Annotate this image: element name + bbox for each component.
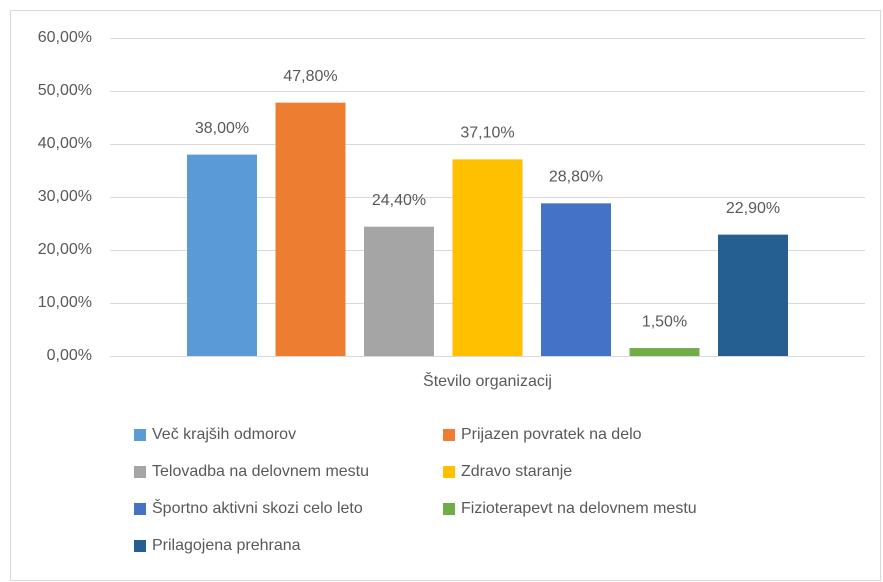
legend-label: Športno aktivni skozi celo leto [152, 498, 363, 517]
x-tick-label: Število organizacij [423, 371, 552, 390]
legend-swatch [443, 429, 455, 441]
legend-label: Prilagojena prehrana [152, 537, 301, 554]
legend-swatch [134, 429, 146, 441]
legend-swatch [443, 503, 455, 515]
legend-label: Več krajših odmorov [152, 426, 296, 443]
legend-swatch [134, 540, 146, 552]
data-label: 28,80% [549, 169, 603, 186]
data-label: 37,10% [460, 125, 514, 142]
bar [452, 159, 523, 356]
y-tick-label: 10,00% [38, 294, 92, 311]
bar [718, 234, 788, 356]
bar [275, 102, 346, 356]
bar [187, 154, 257, 356]
y-tick-label: 60,00% [38, 29, 92, 46]
data-label: 38,00% [195, 120, 249, 137]
data-label: 1,50% [642, 313, 687, 330]
y-tick-label: 40,00% [38, 135, 92, 152]
legend-swatch [134, 503, 146, 515]
legend-label: Telovadba na delovnem mestu [152, 463, 369, 480]
bar [629, 348, 700, 356]
legend-label: Zdravo staranje [461, 463, 572, 480]
legend-swatch [134, 466, 146, 478]
y-tick-label: 0,00% [47, 347, 92, 364]
bar [541, 203, 611, 356]
legend-label: Fizioterapevt na delovnem mestu [461, 500, 697, 517]
y-tick-label: 50,00% [38, 82, 92, 99]
data-label: 22,90% [726, 200, 780, 217]
y-tick-label: 20,00% [38, 241, 92, 258]
y-tick-label: 30,00% [38, 188, 92, 205]
bar [364, 226, 434, 356]
data-label: 47,80% [283, 68, 337, 85]
legend-label: Prijazen povratek na delo [461, 426, 642, 443]
legend-swatch [443, 466, 455, 478]
data-label: 24,40% [372, 192, 426, 209]
